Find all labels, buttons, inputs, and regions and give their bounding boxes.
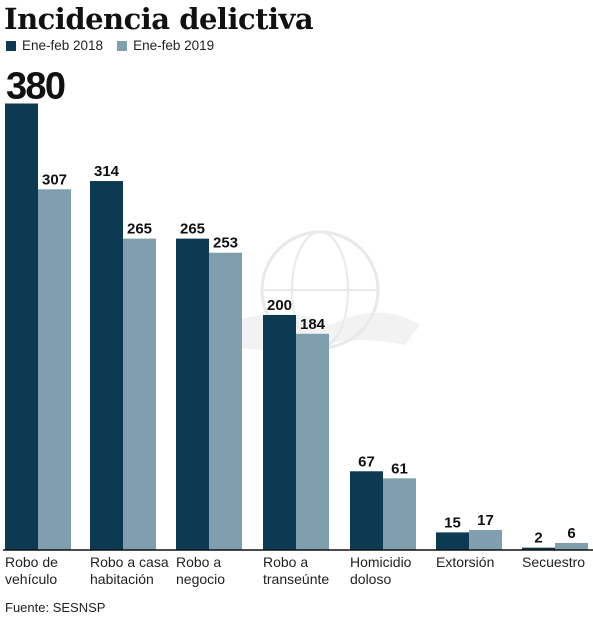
bar-2019-2	[209, 252, 242, 550]
chart-title: Incidencia delictiva	[4, 2, 314, 36]
legend-item-2019: Ene-feb 2019	[117, 38, 214, 53]
bar-2019-0	[38, 189, 71, 550]
bar-2018-1	[90, 181, 123, 551]
data-label-2019-1: 265	[127, 221, 152, 238]
bar-2018-3	[263, 315, 296, 550]
legend-label-2019: Ene-feb 2019	[133, 38, 215, 53]
data-label-2018-4: 67	[358, 453, 375, 470]
source-note: Fuente: SESNSP	[5, 600, 106, 615]
legend-item-2018: Ene-feb 2018	[6, 38, 103, 53]
bar-2019-4	[383, 478, 416, 550]
data-label-2019-5: 17	[477, 512, 494, 529]
category-label-1: Robo a casa habitación	[90, 554, 169, 587]
bar-2019-5	[469, 530, 502, 550]
legend-swatch-2018	[6, 40, 16, 51]
bar-2019-1	[123, 238, 156, 550]
category-label-3: Robo a transeúnte	[263, 554, 329, 587]
data-label-2019-4: 61	[391, 460, 408, 477]
data-label-2019-3: 184	[300, 316, 326, 333]
legend: Ene-feb 2018 Ene-feb 2019	[6, 38, 228, 53]
data-label-2018-6: 2	[534, 530, 542, 547]
category-label-0: Robo de vehículo	[5, 554, 58, 587]
bar-2018-6	[522, 547, 555, 550]
data-label-2019-2: 253	[213, 235, 238, 252]
bar-2018-2	[176, 238, 209, 550]
data-label-2019-0: 307	[42, 171, 67, 188]
bar-2019-3	[296, 333, 329, 550]
data-label-2018-1: 314	[94, 163, 120, 180]
legend-swatch-2019	[117, 40, 128, 51]
bar-2018-5	[436, 532, 469, 550]
bar-2018-0	[5, 103, 38, 550]
category-label-6: Secuestro	[522, 554, 585, 570]
category-label-5: Extorsión	[436, 554, 494, 570]
data-label-2018-0: 380	[6, 66, 66, 108]
data-label-2018-2: 265	[180, 221, 205, 238]
category-label-4: Homicidio doloso	[350, 554, 412, 587]
bar-2018-4	[350, 471, 383, 550]
legend-label-2018: Ene-feb 2018	[22, 38, 104, 53]
category-label-2: Robo a negocio	[176, 554, 225, 587]
bar-2019-6	[555, 542, 588, 550]
data-label-2018-5: 15	[444, 514, 461, 531]
data-label-2019-6: 6	[567, 525, 575, 542]
data-label-2018-3: 200	[267, 297, 292, 314]
